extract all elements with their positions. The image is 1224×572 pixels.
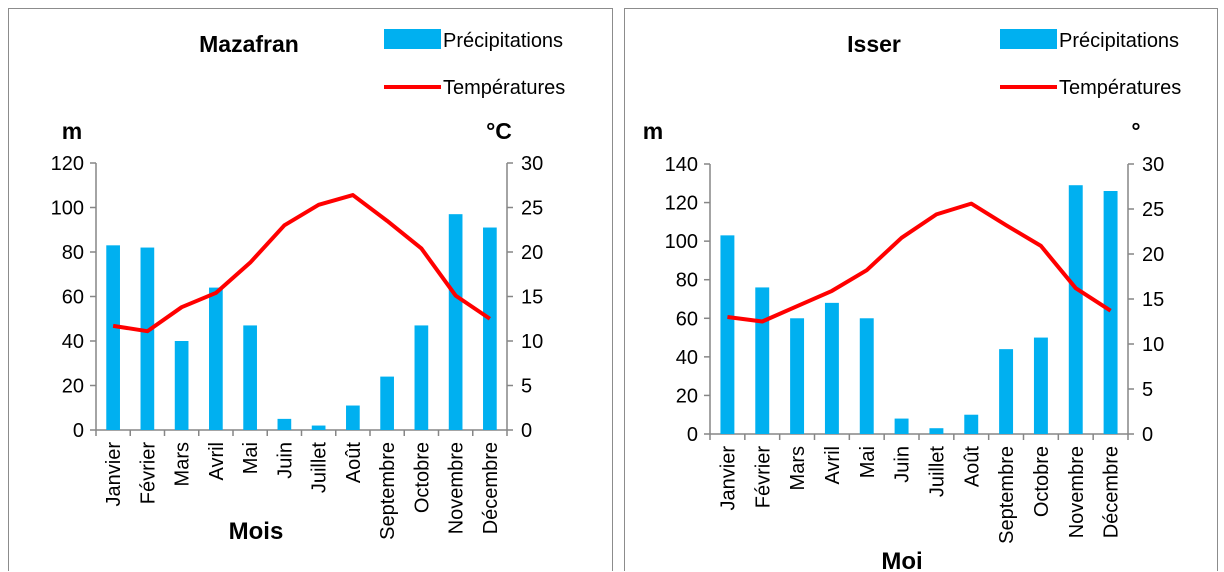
bar-precipitations-12 (483, 228, 497, 430)
y-tick-label-right: 15 (521, 287, 543, 309)
y-axis-left-unit: m (643, 118, 663, 144)
y-tick-label-right: 5 (1142, 379, 1153, 401)
bar-precipitations-8 (346, 406, 360, 430)
y-tick-label-right: 20 (1142, 244, 1164, 266)
bar-precipitations-2 (755, 287, 769, 434)
y-tick-label-left: 100 (665, 231, 698, 253)
x-category-label: Avril (206, 442, 228, 481)
x-category-label: Août (343, 442, 365, 484)
bar-precipitations-2 (141, 248, 155, 430)
bar-precipitations-12 (1104, 191, 1118, 434)
bar-precipitations-7 (312, 426, 326, 430)
line-temperatures (113, 195, 490, 331)
chart-mazafran: 0 20 40 60 80 100 120 0 5 10 15 20 25 30 Janvier Févrie… (9, 9, 614, 572)
x-category-label: Juillet (926, 446, 948, 498)
x-category-label: Novembre (1066, 446, 1088, 538)
x-category-label: Mai (857, 446, 879, 478)
chart-title: Isser (847, 31, 901, 57)
x-category-label: Juin (892, 446, 914, 483)
y-tick-label-right: 0 (1142, 424, 1153, 446)
legend-swatch-precipitations (1000, 29, 1057, 49)
bar-precipitations-1 (106, 245, 120, 430)
y-tick-label-right: 30 (521, 153, 543, 175)
bar-precipitations-4 (209, 288, 223, 430)
y-tick-label-left: 80 (62, 242, 84, 264)
y-tick-label-right: 25 (521, 198, 543, 220)
bar-precipitations-10 (415, 325, 429, 430)
bar-precipitations-3 (790, 318, 804, 434)
x-category-label: Mars (172, 442, 194, 486)
bar-precipitations-4 (825, 303, 839, 434)
y-axis-left-unit: m (62, 118, 82, 144)
chart-title: Mazafran (199, 31, 299, 57)
x-category-label: Juillet (309, 442, 331, 494)
x-category-label: Septembre (377, 442, 399, 540)
y-tick-label-right: 15 (1142, 289, 1164, 311)
x-category-label: Janvier (717, 446, 739, 511)
y-axis-right-unit: ° (1131, 118, 1140, 144)
y-tick-label-left: 60 (676, 308, 698, 330)
y-tick-label-left: 20 (676, 385, 698, 407)
x-category-label: Mars (787, 446, 809, 490)
x-axis-label: Moi (881, 548, 922, 572)
y-tick-label-left: 120 (665, 193, 698, 215)
x-category-label: Février (752, 446, 774, 509)
legend-label-precipitations: Précipitations (1059, 30, 1179, 52)
y-tick-label-left: 0 (687, 424, 698, 446)
bar-precipitations-6 (278, 419, 292, 430)
x-category-label: Février (137, 442, 159, 505)
y-axis-right-unit: °C (486, 118, 512, 144)
x-category-label: Octobre (1031, 446, 1053, 517)
bar-precipitations-11 (1069, 185, 1083, 434)
y-tick-label-left: 120 (51, 153, 84, 175)
bar-precipitations-9 (999, 349, 1013, 434)
legend-swatch-precipitations (384, 29, 441, 49)
bar-precipitations-6 (895, 419, 909, 434)
x-category-label: Août (961, 446, 983, 488)
y-tick-label-left: 20 (62, 376, 84, 398)
y-tick-label-right: 25 (1142, 199, 1164, 221)
bar-precipitations-9 (380, 377, 394, 430)
bar-precipitations-10 (1034, 338, 1048, 434)
bar-precipitations-5 (860, 318, 874, 434)
bar-precipitations-3 (175, 341, 189, 430)
chart-isser: 0 20 40 60 80 100 120 140 0 5 10 15 20 25 30 Janvier Fév… (625, 9, 1219, 572)
x-category-label: Juin (274, 442, 296, 479)
chart-panel-mazafran: 0 20 40 60 80 100 120 0 5 10 15 20 25 30 Janvier Févrie… (8, 8, 613, 571)
bar-precipitations-8 (964, 415, 978, 434)
x-category-label: Décembre (480, 442, 502, 534)
y-tick-label-left: 140 (665, 154, 698, 176)
bar-precipitations-5 (243, 325, 257, 430)
x-category-label: Décembre (1101, 446, 1123, 538)
y-tick-label-left: 60 (62, 287, 84, 309)
chart-panel-isser: 0 20 40 60 80 100 120 140 0 5 10 15 20 25 30 Janvier Fév… (624, 8, 1218, 571)
y-tick-label-left: 40 (676, 347, 698, 369)
legend-label-temperatures: Températures (1059, 77, 1181, 99)
x-category-label: Janvier (103, 442, 125, 507)
bar-precipitations-1 (720, 235, 734, 434)
legend-label-temperatures: Températures (443, 77, 565, 99)
y-tick-label-right: 30 (1142, 154, 1164, 176)
y-tick-label-left: 0 (73, 420, 84, 442)
x-category-label: Avril (822, 446, 844, 485)
x-category-label: Novembre (446, 442, 468, 534)
y-tick-label-left: 100 (51, 198, 84, 220)
line-temperatures (727, 204, 1110, 322)
y-tick-label-right: 0 (521, 420, 532, 442)
x-category-label: Septembre (996, 446, 1018, 544)
y-tick-label-right: 10 (521, 331, 543, 353)
y-tick-label-right: 10 (1142, 334, 1164, 356)
x-category-label: Mai (240, 442, 262, 474)
y-tick-label-left: 80 (676, 270, 698, 292)
y-tick-label-left: 40 (62, 331, 84, 353)
y-tick-label-right: 5 (521, 376, 532, 398)
x-category-label: Octobre (411, 442, 433, 513)
x-axis-label: Mois (229, 518, 284, 545)
legend-label-precipitations: Précipitations (443, 30, 563, 52)
y-tick-label-right: 20 (521, 242, 543, 264)
bar-precipitations-7 (929, 428, 943, 434)
bar-precipitations-11 (449, 214, 463, 430)
